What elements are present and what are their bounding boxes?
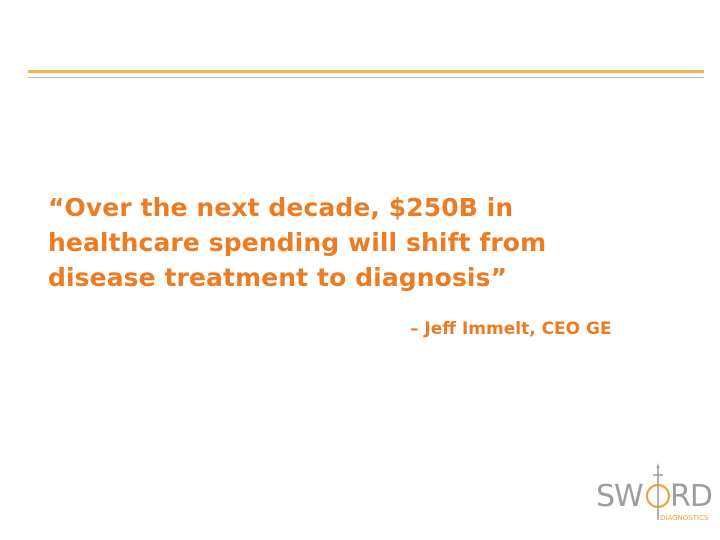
header-rule-accent — [28, 70, 704, 73]
logo-subtitle: DIAGNOSTICS — [660, 514, 709, 522]
header-rule-gray — [28, 77, 704, 78]
quote-line: healthcare spending will shift from — [48, 228, 547, 257]
sword-diagnostics-logo: SW RD DIAGNOSTICS — [596, 463, 712, 522]
quote-line: “Over the next decade, $250B in — [48, 193, 514, 222]
quote-text: “Over the next decade, $250B in healthca… — [48, 190, 688, 295]
quote-line: disease treatment to diagnosis” — [48, 263, 508, 292]
logo-word-right: RD — [670, 479, 712, 514]
quote-attribution: – Jeff Immelt, CEO GE — [410, 319, 612, 339]
logo-word-left: SW — [596, 479, 643, 514]
sword-icon — [645, 463, 671, 520]
